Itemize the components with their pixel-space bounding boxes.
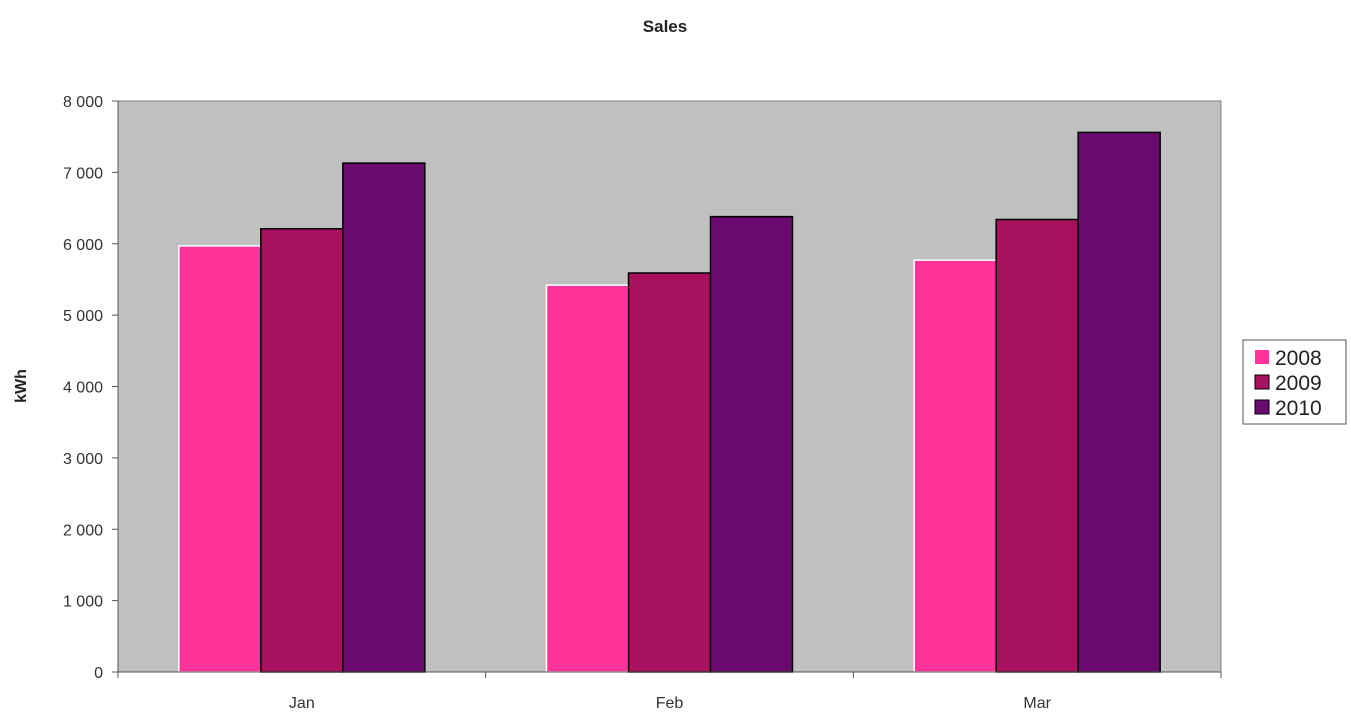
bar-2010-feb [709,215,794,673]
y-tick-label: 3 000 [63,451,103,468]
chart-title: Sales [643,17,687,36]
bar-2009-mar [995,218,1079,673]
bar-2009-feb [627,272,712,673]
y-tick-label: 1 000 [63,594,103,611]
y-tick-label: 2 000 [63,522,103,539]
bar-2010-jan [342,162,426,673]
legend-label: 2010 [1275,397,1322,420]
legend-swatch [1255,350,1269,364]
x-tick-label: Mar [1023,695,1051,712]
bar-2009-jan [260,228,344,673]
y-ticks-layer: 0 1 000 2 000 3 000 4 000 5 000 6 000 7 000 8 00… [63,94,118,682]
bar-2008-feb [545,284,630,673]
y-tick-label: 8 000 [63,94,103,111]
legend-swatch [1254,399,1270,415]
y-tick-label: 0 [94,665,103,682]
x-ticks-layer: Jan Feb Mar [117,672,1222,712]
legend-swatch [1254,374,1270,390]
bar-2008-jan [178,245,262,673]
bar-2008-mar [913,259,997,673]
y-tick-label: 5 000 [63,308,103,325]
y-tick-label: 7 000 [63,165,103,182]
y-tick-label: 6 000 [63,237,103,254]
legend-label: 2009 [1275,372,1322,395]
legend-label: 2008 [1275,347,1322,370]
bars-layer [178,131,1161,673]
x-tick-label: Jan [289,695,315,712]
bar-2010-mar [1077,131,1161,673]
x-tick-label: Feb [656,695,684,712]
y-tick-label: 4 000 [63,380,103,397]
y-axis-label: kWh [13,369,30,403]
